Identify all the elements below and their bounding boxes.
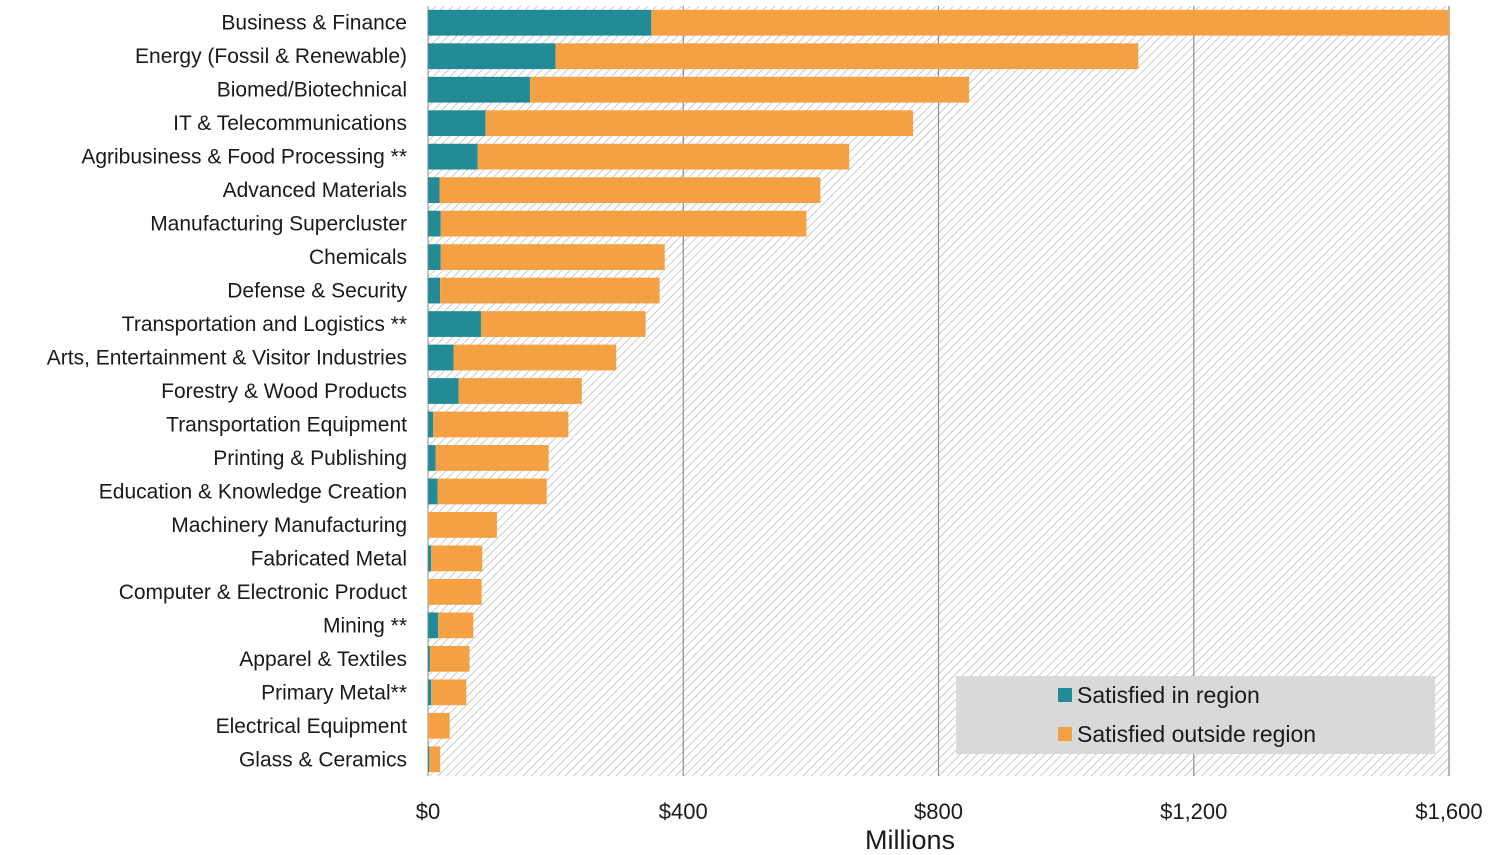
legend-box	[956, 676, 1435, 754]
x-tick-label: $800	[914, 799, 963, 824]
category-label: Agribusiness & Food Processing **	[81, 146, 407, 169]
category-label: Transportation and Logistics **	[122, 313, 407, 336]
category-label: Fabricated Metal	[251, 547, 407, 570]
legend: Satisfied in region Satisfied outside re…	[956, 676, 1435, 754]
bar-in-region	[428, 411, 434, 438]
bar-in-region	[428, 445, 436, 471]
bar-outside-region	[428, 512, 497, 538]
legend-label-outside-region: Satisfied outside region	[1077, 721, 1316, 747]
bar-in-region	[428, 679, 432, 706]
bar-in-region	[428, 344, 454, 371]
category-label: Glass & Ceramics	[239, 748, 407, 771]
bar-outside-region	[431, 679, 467, 706]
bar-in-region	[428, 746, 430, 773]
bar-in-region	[428, 43, 556, 70]
category-label: Computer & Electronic Product	[119, 581, 407, 604]
category-label: Forestry & Wood Products	[161, 380, 407, 403]
category-label: Chemicals	[309, 246, 407, 269]
category-label: Manufacturing Supercluster	[150, 213, 407, 236]
bar-outside-region	[431, 545, 483, 572]
bar-outside-region	[458, 378, 582, 404]
x-tick-label: $1,600	[1415, 799, 1482, 824]
bar-in-region	[428, 76, 531, 103]
bar-outside-region	[651, 9, 1449, 36]
category-label: Transportation Equipment	[166, 413, 407, 436]
bar-outside-region	[440, 277, 660, 304]
x-tick-label: $1,200	[1160, 799, 1227, 824]
bar-outside-region	[440, 244, 665, 270]
legend-label-in-region: Satisfied in region	[1077, 682, 1260, 708]
category-label: Energy (Fossil & Renewable)	[135, 45, 407, 68]
legend-swatch-in-region	[1058, 688, 1072, 702]
bar-in-region	[428, 143, 478, 170]
category-label: Education & Knowledge Creation	[99, 480, 407, 503]
bar-in-region	[428, 9, 652, 36]
bar-outside-region	[428, 712, 450, 739]
bar-in-region	[428, 612, 439, 639]
category-label: Biomed/Biotechnical	[217, 79, 407, 102]
category-label: IT & Telecommunications	[173, 112, 407, 135]
bar-outside-region	[437, 478, 547, 505]
bars	[428, 9, 1449, 773]
category-label: Printing & Publishing	[213, 447, 407, 470]
x-tick-labels: $0 $400 $800 $1,200 $1,600	[416, 799, 1483, 824]
bar-outside-region	[433, 411, 569, 438]
bar-outside-region	[477, 143, 850, 170]
bar-outside-region	[485, 110, 913, 137]
bar-outside-region	[480, 311, 646, 337]
bar-in-region	[428, 210, 441, 237]
bar-outside-region	[429, 746, 441, 773]
bar-in-region	[428, 378, 459, 404]
category-label: Business & Finance	[221, 12, 407, 35]
bar-in-region	[428, 645, 430, 672]
bar-in-region	[428, 545, 432, 572]
bar-in-region	[428, 277, 441, 304]
x-tick-label: $0	[416, 799, 440, 824]
bar-in-region	[428, 478, 438, 505]
bar-in-region	[428, 110, 486, 137]
category-label: Primary Metal**	[261, 681, 407, 704]
bar-in-region	[428, 244, 441, 270]
category-label: Apparel & Textiles	[239, 648, 407, 671]
legend-swatch-outside-region	[1058, 727, 1072, 741]
bar-in-region	[428, 177, 440, 204]
category-label: Machinery Manufacturing	[171, 514, 407, 537]
bar-outside-region	[453, 344, 617, 371]
bar-outside-region	[439, 177, 821, 204]
category-label: Defense & Security	[227, 280, 407, 303]
x-tick-label: $400	[659, 799, 708, 824]
bar-outside-region	[438, 612, 474, 639]
bar-outside-region	[555, 43, 1139, 70]
category-label: Advanced Materials	[223, 179, 407, 202]
bar-outside-region	[435, 445, 549, 471]
bar-outside-region	[530, 76, 970, 103]
x-axis-title: Millions	[865, 825, 955, 855]
bar-outside-region	[429, 645, 470, 672]
bar-outside-region	[440, 210, 807, 237]
category-labels: Business & Finance Energy (Fossil & Renew…	[47, 12, 408, 772]
category-label: Electrical Equipment	[216, 715, 408, 738]
bar-outside-region	[428, 578, 482, 605]
category-label: Arts, Entertainment & Visitor Industries	[47, 347, 407, 370]
bar-in-region	[428, 311, 481, 337]
category-label: Mining **	[323, 614, 407, 637]
